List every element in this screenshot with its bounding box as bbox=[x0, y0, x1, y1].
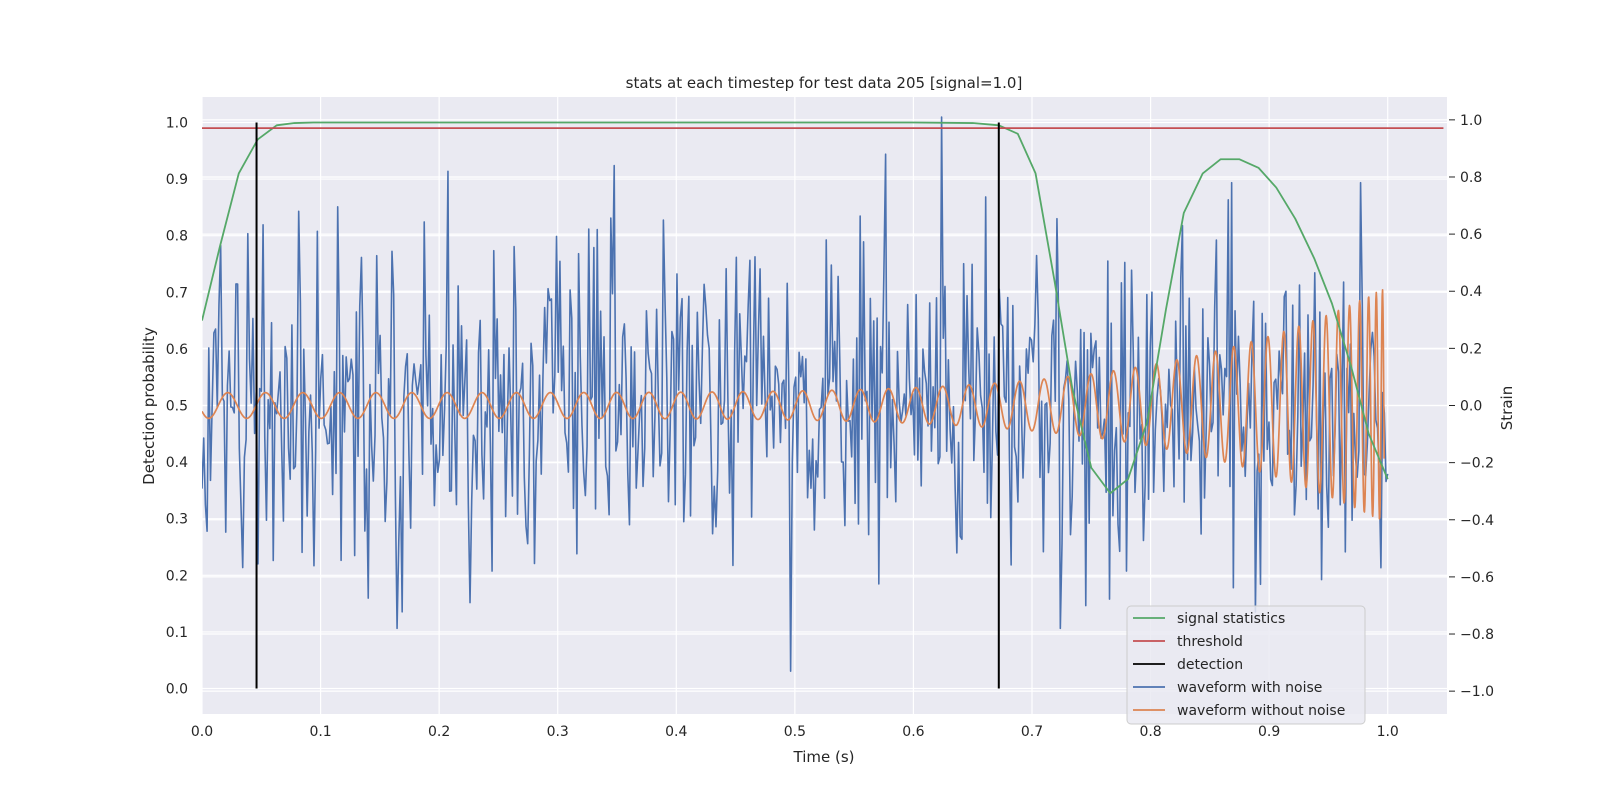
x-tick-label: 0.0 bbox=[191, 724, 213, 740]
x-tick-label: 0.4 bbox=[665, 724, 687, 740]
x-tick-label: 0.1 bbox=[309, 724, 331, 740]
y2-tick-label: 0.0 bbox=[1460, 399, 1482, 415]
y-tick-label: 0.4 bbox=[166, 455, 188, 471]
y2-tick-label: 0.6 bbox=[1460, 227, 1482, 243]
series-layer bbox=[202, 116, 1444, 689]
y2-axis-label: Strain bbox=[1498, 386, 1516, 430]
y2-tick-label: −0.8 bbox=[1460, 627, 1494, 643]
y2-tick-label: 0.4 bbox=[1460, 284, 1482, 300]
y-tick-label: 0.2 bbox=[166, 568, 188, 584]
x-tick-label: 0.7 bbox=[1021, 724, 1043, 740]
y2-tick-label: 0.8 bbox=[1460, 170, 1482, 186]
y-axis-label: Detection probability bbox=[140, 327, 158, 485]
x-tick-label: 1.0 bbox=[1377, 724, 1399, 740]
legend: signal statistics threshold detection wavef… bbox=[1126, 605, 1366, 725]
y-tick-label: 0.9 bbox=[166, 172, 188, 188]
x-tick-label: 0.8 bbox=[1139, 724, 1161, 740]
x-tick-label: 0.5 bbox=[784, 724, 806, 740]
y-tick-label: 1.0 bbox=[166, 115, 188, 131]
y2-tick-label: −0.6 bbox=[1460, 570, 1494, 586]
series-signal-statistics bbox=[202, 121, 1389, 495]
y2-tick-label: 0.2 bbox=[1460, 341, 1482, 357]
x-tick-label: 0.6 bbox=[902, 724, 924, 740]
series-waveform-with-noise bbox=[202, 116, 1389, 672]
x-tick-label: 0.9 bbox=[1258, 724, 1280, 740]
legend-label: waveform without noise bbox=[1177, 703, 1345, 719]
y-tick-label: 0.7 bbox=[166, 285, 188, 301]
ticks: 0.0 0.1 0.2 0.3 0.4 0.5 0.6 0.7 0.8 0.9 1.0 0.0 0.1 0… bbox=[166, 113, 1494, 740]
y-tick-label: 0.1 bbox=[166, 625, 188, 641]
y-tick-label: 0.8 bbox=[166, 229, 188, 245]
series-waveform-without-noise bbox=[202, 288, 1386, 520]
y2-tick-label: 1.0 bbox=[1460, 113, 1482, 129]
y-tick-label: 0.0 bbox=[166, 682, 188, 698]
legend-label: detection bbox=[1177, 657, 1243, 673]
y2-tick-label: −0.4 bbox=[1460, 513, 1494, 529]
legend-label: waveform with noise bbox=[1177, 680, 1322, 696]
legend-label: threshold bbox=[1177, 634, 1243, 650]
chart-title: stats at each timestep for test data 205… bbox=[626, 74, 1023, 92]
legend-label: signal statistics bbox=[1177, 611, 1285, 627]
y-tick-label: 0.5 bbox=[166, 399, 188, 415]
x-tick-label: 0.3 bbox=[547, 724, 569, 740]
legend-frame bbox=[1126, 605, 1366, 725]
x-tick-label: 0.2 bbox=[428, 724, 450, 740]
x-axis-label: Time (s) bbox=[793, 748, 855, 766]
y2-tick-label: −1.0 bbox=[1460, 684, 1494, 700]
y-tick-label: 0.3 bbox=[166, 512, 188, 528]
y2-tick-label: −0.2 bbox=[1460, 456, 1494, 472]
y-tick-label: 0.6 bbox=[166, 342, 188, 358]
